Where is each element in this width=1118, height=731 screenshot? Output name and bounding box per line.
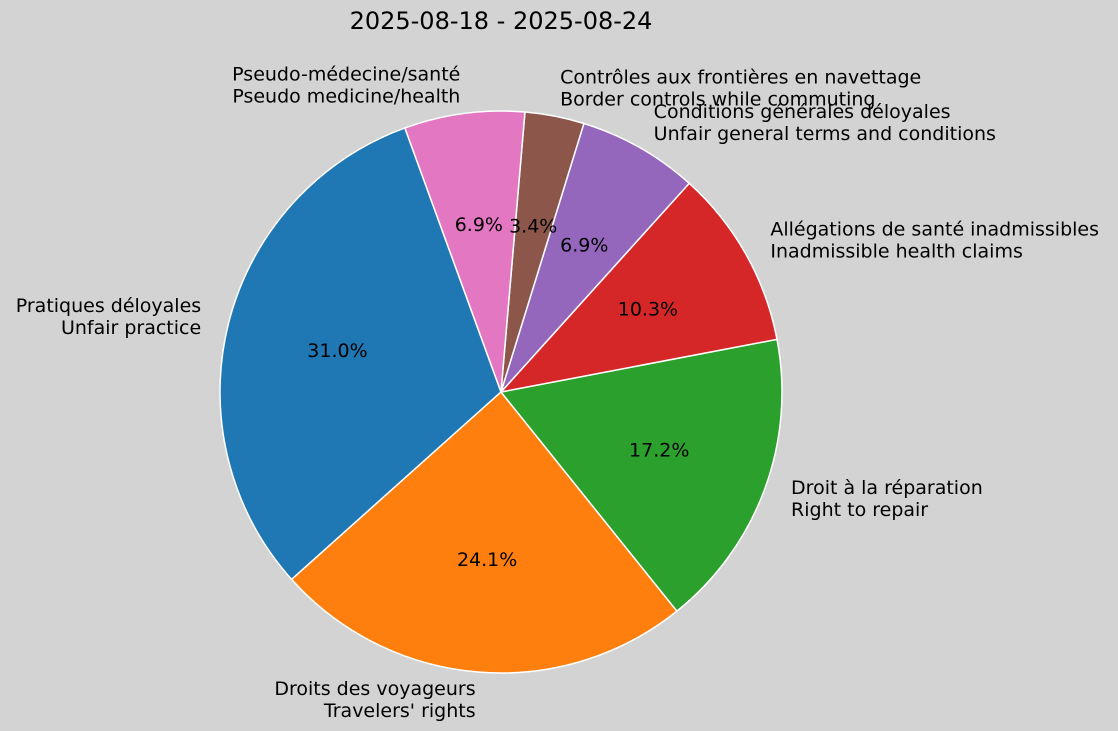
pie-slice-2 xyxy=(499,338,783,613)
slice-label-fr-3: Allégations de santé inadmissibles xyxy=(770,218,1099,240)
pie-slice-6 xyxy=(403,110,526,393)
chart-title: 2025-08-18 - 2025-08-24 xyxy=(350,7,653,35)
slice-label-en-6: Pseudo medicine/health xyxy=(232,86,460,108)
slice-label-fr-6: Pseudo-médecine/santé xyxy=(232,64,460,86)
slice-label-5: Contrôles aux frontières en navettage Bor… xyxy=(560,67,921,111)
slice-label-4: Conditions générales déloyales Unfair gen… xyxy=(654,101,996,145)
slice-label-fr-0: Pratiques déloyales xyxy=(16,295,201,317)
pct-label-1: 24.1% xyxy=(457,549,517,571)
slice-label-fr-1: Droits des voyageurs xyxy=(274,678,475,700)
pct-label-0: 31.0% xyxy=(307,340,367,362)
slice-label-6: Pseudo-médecine/santé Pseudo medicine/hea… xyxy=(232,64,460,108)
slice-label-en-4: Unfair general terms and conditions xyxy=(654,123,996,145)
slice-label-en-2: Right to repair xyxy=(791,499,928,521)
pie-slice-4 xyxy=(500,122,691,393)
slice-label-fr-2: Droit à la réparation xyxy=(791,477,983,499)
slice-label-1: Droits des voyageurs Travelers' rights xyxy=(274,678,475,722)
slice-label-en-5: Border controls while commuting xyxy=(560,89,875,111)
pct-label-2: 17.2% xyxy=(629,439,689,461)
slice-label-en-3: Inadmissible health claims xyxy=(770,240,1023,262)
pie-slice-0 xyxy=(219,126,502,581)
slice-label-en-0: Unfair practice xyxy=(61,317,201,339)
slices-layer xyxy=(219,110,783,674)
slice-label-3: Allégations de santé inadmissibles Inadmi… xyxy=(770,218,1099,262)
pie-slice-3 xyxy=(498,182,778,394)
slice-label-fr-5: Contrôles aux frontières en navettage xyxy=(560,67,921,89)
pct-label-3: 10.3% xyxy=(618,298,678,320)
pie-slice-1 xyxy=(290,390,678,674)
slice-label-fr-4: Conditions générales déloyales xyxy=(654,101,951,123)
slice-label-en-1: Travelers' rights xyxy=(323,700,476,722)
slice-label-2: Droit à la réparation Right to repair xyxy=(791,477,983,521)
pct-label-5: 3.4% xyxy=(509,216,557,238)
pct-label-4: 6.9% xyxy=(560,234,608,256)
slice-label-0: Pratiques déloyales Unfair practice xyxy=(16,295,201,339)
pct-label-6: 6.9% xyxy=(455,214,503,236)
labels-layer: 31.0% Pratiques déloyales Unfair practice 2… xyxy=(16,64,1099,722)
